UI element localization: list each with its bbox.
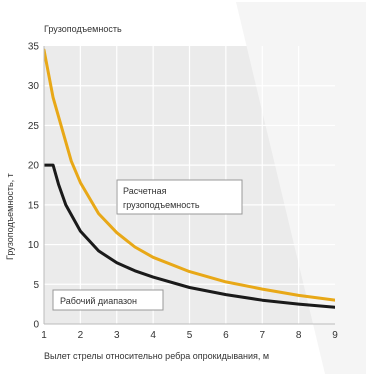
x-tick-label: 9 [332,330,338,341]
series-design-capacity-line [44,48,335,302]
chart-title: Грузоподъемность [44,24,122,34]
tick-labels: 1 2 3 4 5 6 7 8 9 0 5 10 15 20 25 30 35 [28,42,338,342]
y-tick-label: 25 [28,121,40,132]
x-tick-label: 8 [296,330,302,341]
x-tick-label: 3 [114,330,120,341]
series-group [44,48,335,309]
annotation-working-range-box [52,289,164,311]
x-tick-label: 5 [187,330,193,341]
annotation-working-range-text: Рабочий диапазон [60,296,137,306]
y-tick-label: 5 [33,280,39,291]
out-of-range-region [236,2,366,374]
annotation-design-capacity-line1: Расчетная [123,186,167,196]
y-tick-label: 30 [28,81,40,92]
y-tick-label: 0 [33,320,39,331]
x-tick-label: 1 [41,330,47,341]
y-tick-label: 15 [28,200,40,211]
y-tick-label: 10 [28,240,40,251]
y-tick-label: 35 [28,42,40,53]
series-working-range-line [44,163,335,309]
x-tick-label: 2 [78,330,84,341]
annotation-design-capacity: Расчетная грузоподъемность [116,179,243,215]
annotation-design-capacity-box [116,179,243,215]
x-tick-label: 7 [259,330,265,341]
x-tick-label: 4 [150,330,156,341]
y-axis-title: Грузоподъемность, т [5,173,15,260]
y-tick-label: 20 [28,161,40,172]
x-tick-label: 6 [223,330,229,341]
annotation-design-capacity-line2: грузоподъемность [123,200,200,210]
x-axis-title: Вылет стрелы относительно ребра опрокиды… [44,351,269,361]
annotation-working-range: Рабочий диапазон [52,289,164,311]
